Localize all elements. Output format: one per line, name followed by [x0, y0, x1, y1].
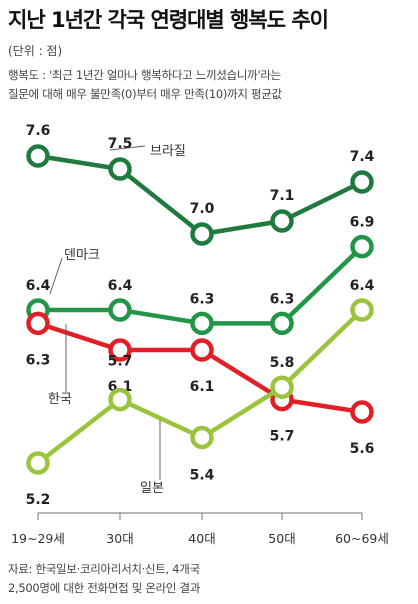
series-leader-line: [49, 257, 63, 295]
series-line: [35, 153, 365, 237]
data-point: [108, 298, 132, 322]
data-label: 5.4: [190, 468, 215, 484]
data-label: 6.3: [26, 352, 51, 368]
unit-label: (단위 : 점): [8, 44, 63, 58]
data-label: 7.1: [270, 188, 295, 204]
data-label: 6.4: [26, 278, 51, 294]
data-point: [108, 338, 132, 362]
series-name-label: 덴마크: [64, 248, 100, 263]
source-line-1: 자료: 한국일보·코리아리서치·신트, 4개국: [8, 562, 200, 576]
x-tick-label: 30대: [106, 531, 133, 546]
data-point: [270, 209, 294, 233]
series-name-label: 한국: [48, 392, 72, 407]
series-name-label: 일본: [140, 481, 164, 496]
data-label: 7.4: [350, 149, 375, 165]
data-point: [26, 311, 50, 336]
line-chart: 19~29세 30대 40대 50대 60~69세7.67.57.07.17.4브라질6…: [11, 123, 389, 546]
data-label: 6.1: [190, 379, 215, 395]
data-label: 6.9: [350, 215, 375, 231]
data-point: [270, 311, 294, 336]
data-point: [350, 170, 374, 194]
x-tick-label: 40대: [188, 531, 215, 546]
data-point: [270, 375, 294, 399]
data-label: 7.6: [26, 123, 51, 139]
data-point: [108, 387, 132, 412]
x-tick-label: 50대: [268, 531, 295, 546]
data-label: 5.7: [270, 429, 295, 445]
data-label: 6.4: [108, 278, 133, 294]
data-label: 7.0: [190, 201, 215, 217]
data-point: [108, 157, 132, 181]
data-label: 5.7: [108, 354, 133, 370]
note-line-1: 행복도 : '최근 1년간 얼마나 행복하다고 느끼셨습니까'라는: [8, 68, 281, 82]
data-point: [190, 425, 214, 450]
data-label: 6.3: [270, 291, 295, 307]
note-line-2: 질문에 대해 매우 불만족(0)부터 매우 만족(10)까지 평균값: [8, 87, 282, 101]
source-line-2: 2,500명에 대한 전화면접 및 온라인 결과: [8, 581, 201, 595]
data-label: 6.4: [350, 278, 375, 294]
series-line: [35, 321, 365, 415]
x-tick-label: 60~69세: [335, 531, 389, 546]
data-point: [190, 338, 214, 362]
data-label: 5.6: [350, 441, 375, 457]
data-point: [350, 298, 374, 322]
data-point: [350, 400, 374, 424]
definition-note: 행복도 : '최근 1년간 얼마나 행복하다고 느끼셨습니까'라는 질문에 대해…: [8, 66, 412, 104]
data-point: [190, 222, 214, 246]
series-leader-line: [109, 145, 146, 151]
source-note: 자료: 한국일보·코리아리서치·신트, 4개국 2,500명에 대한 전화면접 …: [8, 560, 412, 598]
data-point: [26, 144, 50, 168]
chart-title: 지난 1년간 각국 연령대별 행복도 추이: [8, 8, 329, 32]
x-tick-label: 19~29세: [11, 531, 65, 546]
data-point: [190, 311, 214, 336]
data-point: [350, 234, 374, 259]
data-label: 5.2: [26, 492, 51, 508]
data-label: 5.8: [270, 355, 295, 371]
series-name-label: 브라질: [150, 144, 186, 159]
data-label: 6.3: [190, 291, 215, 307]
data-point: [26, 451, 50, 475]
